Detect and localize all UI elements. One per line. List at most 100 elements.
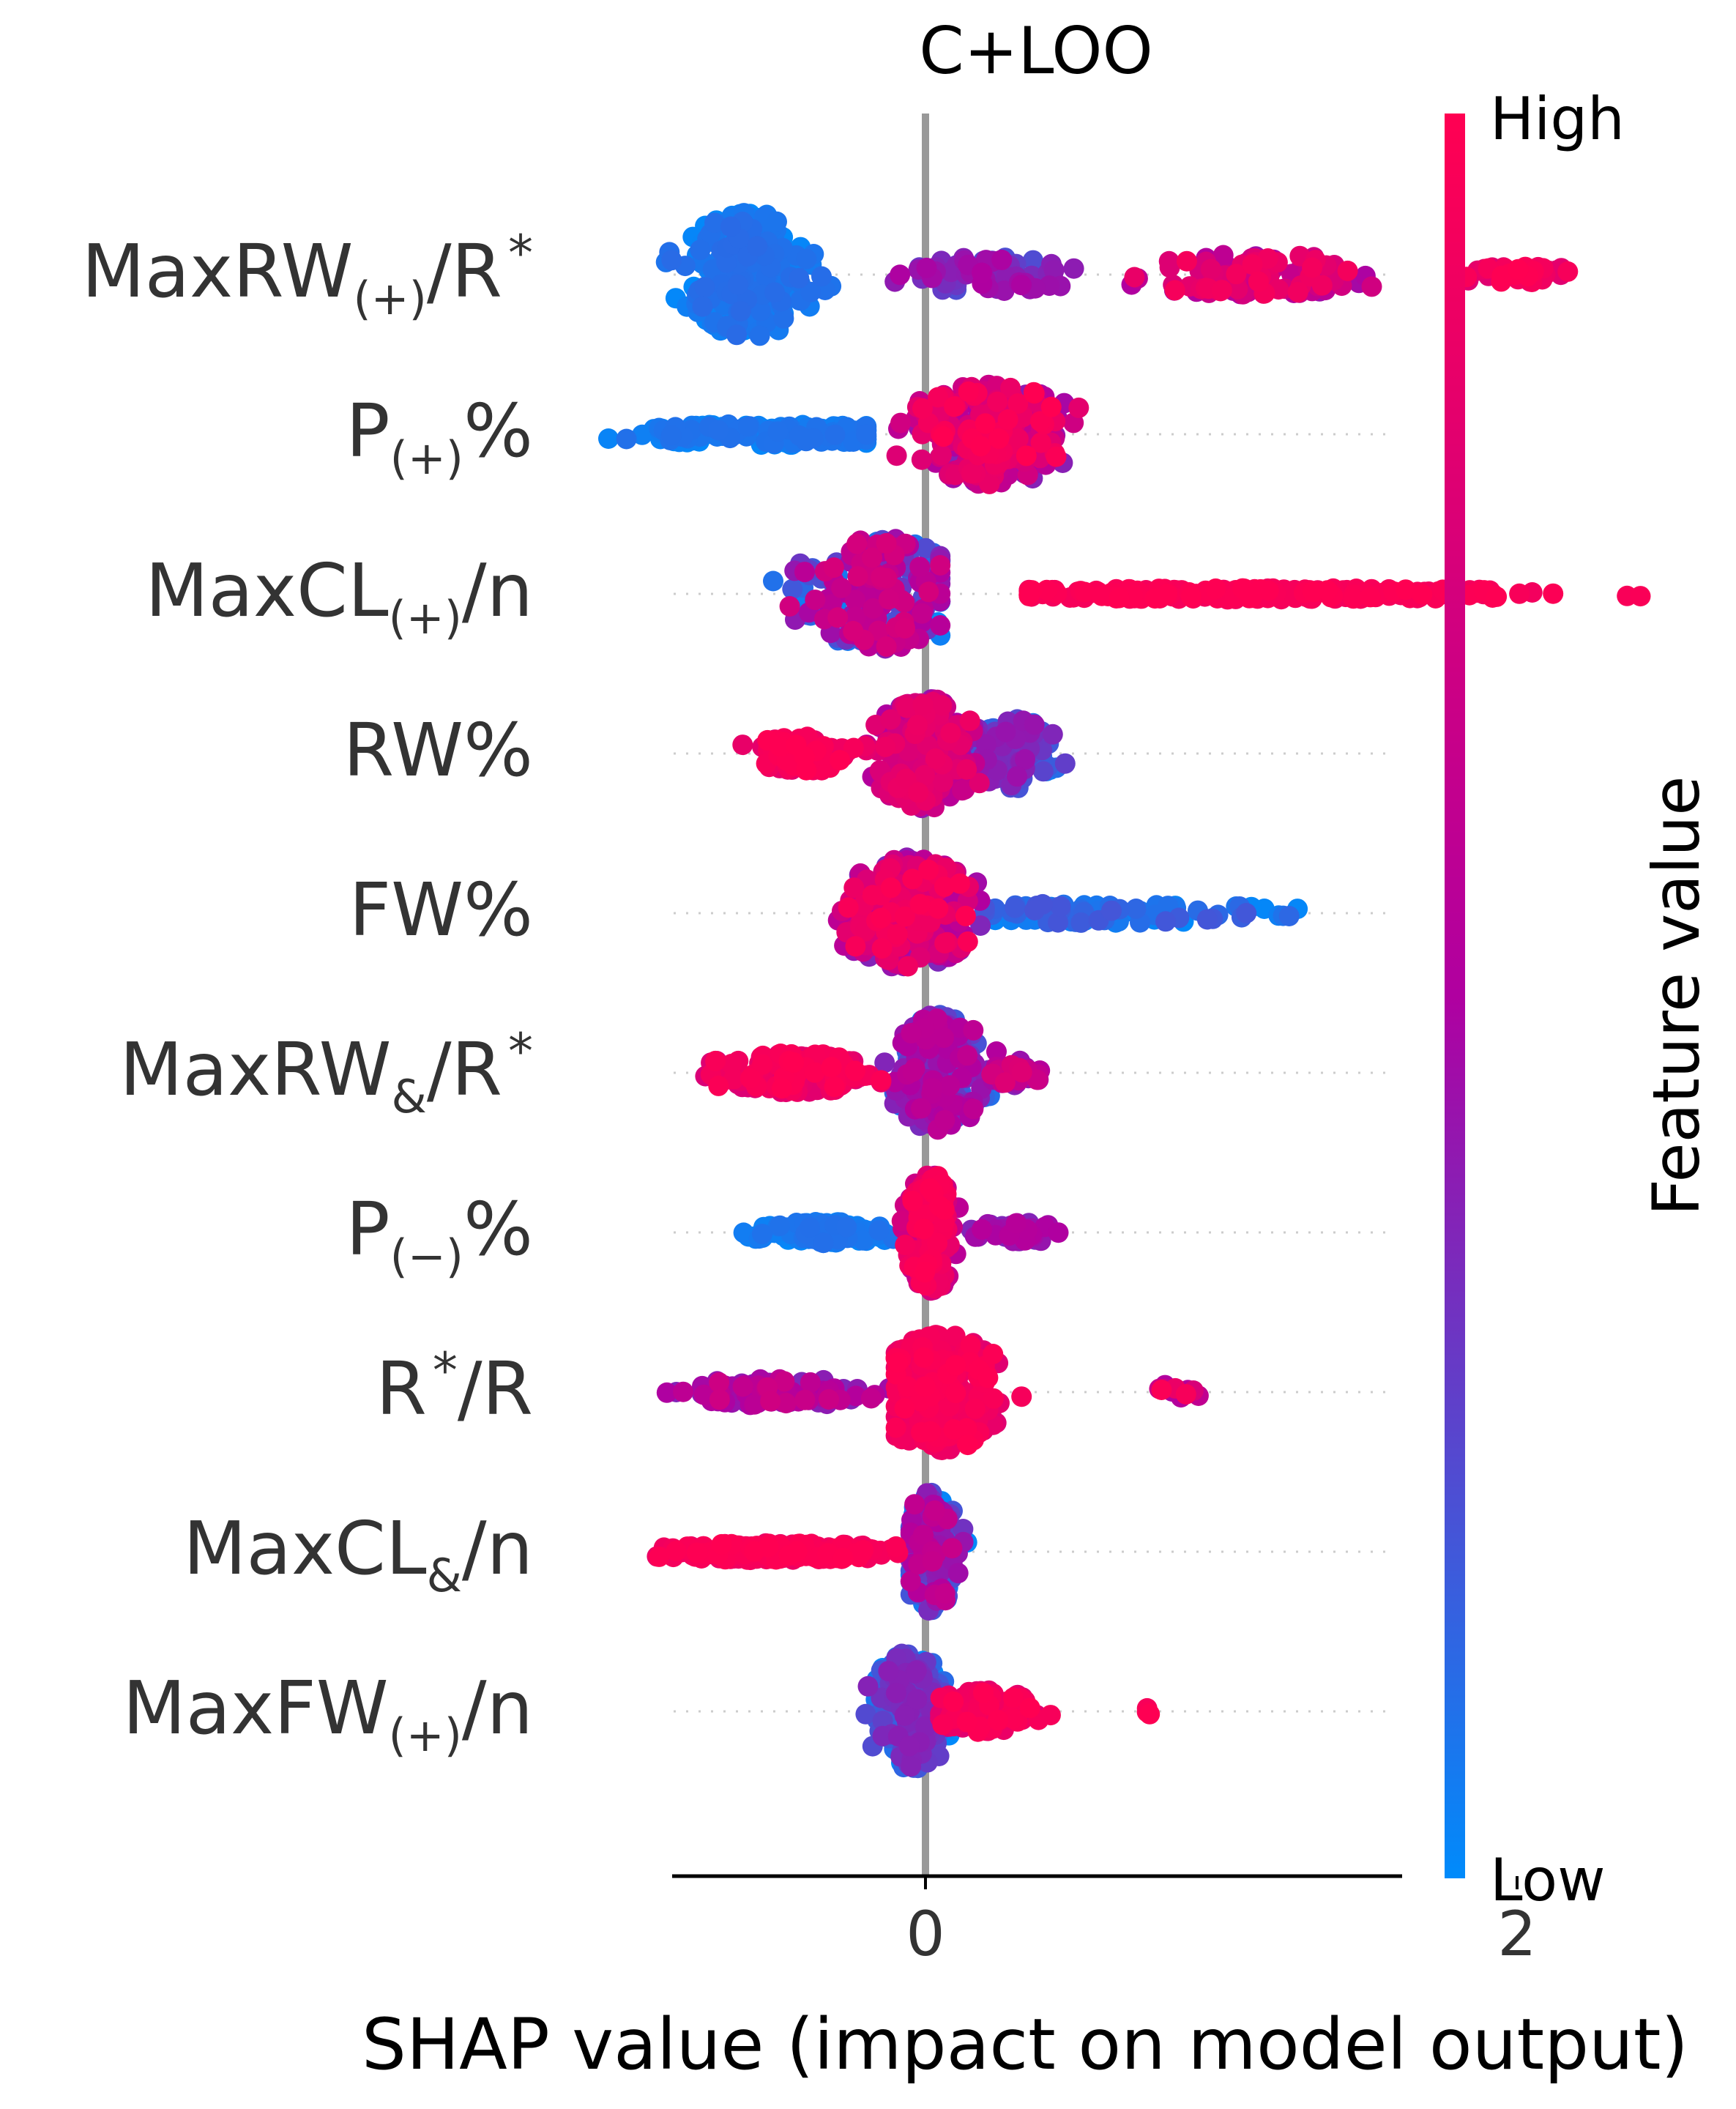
shap-point — [914, 1262, 936, 1283]
shap-point — [1303, 581, 1323, 602]
shap-point — [733, 1222, 754, 1243]
shap-point — [871, 1070, 892, 1091]
shap-point — [875, 737, 896, 757]
shap-point — [716, 252, 737, 273]
shap-point — [1176, 250, 1197, 272]
shap-point — [868, 620, 889, 641]
shap-point — [1019, 1697, 1040, 1719]
shap-point — [1200, 258, 1221, 280]
shap-point — [796, 248, 817, 269]
shap-point — [598, 428, 619, 449]
shap-point — [1016, 445, 1037, 466]
shap-point — [1164, 280, 1185, 301]
shap-point — [1054, 753, 1076, 774]
shap-point — [1018, 585, 1040, 606]
shap-point — [959, 710, 980, 732]
shap-point — [983, 1344, 1004, 1364]
shap-point — [1302, 257, 1323, 278]
shap-point — [740, 1068, 761, 1089]
shap-point — [1015, 749, 1035, 770]
shap-point — [708, 420, 729, 441]
shap-point — [711, 1533, 732, 1555]
shap-point — [1124, 267, 1145, 288]
shap-point — [763, 570, 783, 592]
shap-point — [649, 1546, 670, 1567]
shap-point — [894, 1705, 915, 1726]
shap-point — [1101, 900, 1122, 921]
shap-point — [972, 262, 992, 283]
feature-label: MaxCL&/n — [183, 1506, 533, 1602]
shap-point — [1212, 245, 1234, 266]
shap-point — [770, 736, 791, 757]
shap-point — [1091, 585, 1112, 606]
shap-point — [890, 412, 911, 434]
shap-point — [1205, 578, 1226, 599]
feature-label: R */R — [376, 1342, 533, 1432]
shap-point — [1395, 579, 1416, 600]
shap-point — [904, 1494, 925, 1515]
shap-point — [1412, 584, 1433, 605]
shap-point — [942, 1538, 963, 1559]
shap-point — [945, 1325, 966, 1347]
shap-point — [886, 445, 907, 466]
shap-point — [945, 1355, 966, 1376]
shap-point — [901, 1756, 922, 1777]
shap-point — [656, 1382, 677, 1403]
shap-point — [767, 421, 789, 442]
shap-point — [1557, 261, 1579, 282]
shap-point — [1241, 587, 1262, 608]
colorbar-high-label: High — [1490, 85, 1625, 153]
shap-point — [955, 905, 976, 926]
shap-point — [794, 562, 815, 583]
shap-point — [1180, 586, 1202, 607]
shap-point — [913, 1525, 934, 1546]
shap-point — [775, 1393, 797, 1414]
shap-point — [973, 1682, 994, 1703]
shap-point — [1002, 1708, 1024, 1729]
shap-point — [1317, 580, 1338, 601]
shap-point — [855, 1703, 876, 1725]
shap-point — [895, 1235, 916, 1256]
shap-point — [975, 413, 996, 434]
shap-point — [1048, 1222, 1069, 1243]
shap-point — [1211, 280, 1232, 301]
shap-point — [940, 723, 961, 743]
x-axis-label: SHAP value (impact on model output) — [362, 2004, 1688, 2086]
shap-point — [1227, 278, 1248, 300]
shap-point — [956, 759, 977, 780]
shap-point — [1070, 912, 1092, 933]
shap-point — [673, 1381, 694, 1402]
shap-point — [949, 873, 970, 894]
shap-point — [956, 1418, 977, 1439]
shap-point — [957, 1045, 978, 1066]
shap-point — [918, 859, 939, 880]
shap-point — [794, 1389, 816, 1410]
shap-point — [900, 1571, 921, 1592]
shap-point — [878, 1661, 899, 1682]
shap-point — [805, 589, 826, 611]
shap-point — [863, 598, 884, 619]
shap-point — [987, 391, 1008, 412]
shap-point — [890, 264, 911, 286]
shap-point — [704, 212, 725, 234]
shap-point — [661, 250, 682, 271]
shap-point — [957, 931, 978, 952]
shap-point — [1508, 258, 1529, 280]
shap-point — [1050, 896, 1071, 917]
shap-point — [727, 274, 748, 295]
shap-point — [1248, 271, 1269, 292]
shap-point — [824, 1076, 845, 1098]
shap-point — [1278, 906, 1300, 926]
shap-point — [827, 607, 849, 628]
shap-point — [929, 1196, 950, 1217]
feature-label: P(−)% — [346, 1186, 533, 1283]
shap-point — [1011, 1386, 1032, 1407]
shap-point — [913, 1219, 934, 1240]
shap-point — [934, 1109, 955, 1131]
shap-point — [931, 695, 953, 716]
shap-point — [1311, 275, 1333, 296]
shap-point — [895, 768, 917, 789]
shap-point — [907, 715, 928, 736]
shap-point — [1029, 411, 1051, 432]
shap-point — [1337, 260, 1358, 281]
